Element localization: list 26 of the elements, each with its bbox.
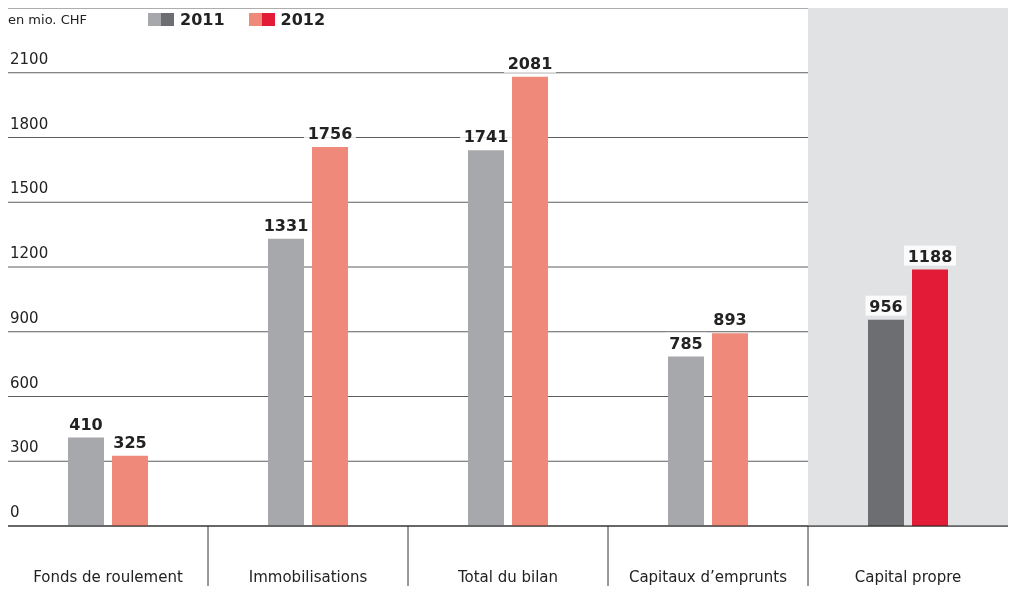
y-tick-label: 1500 bbox=[10, 179, 49, 198]
y-tick-label: 2100 bbox=[10, 49, 49, 68]
data-label: 785 bbox=[669, 333, 703, 353]
y-tick-label: 0 bbox=[10, 503, 20, 521]
x-tick-label: Immobilisations bbox=[248, 568, 368, 586]
x-tick-label: Capitaux d’emprunts bbox=[628, 568, 788, 586]
data-label: 1188 bbox=[907, 246, 953, 266]
data-label: 1741 bbox=[463, 127, 509, 147]
y-tick-label: 300 bbox=[10, 438, 39, 457]
y-tick-label: 900 bbox=[10, 308, 39, 327]
legend-label: 2012 bbox=[280, 10, 326, 29]
data-label: 1331 bbox=[263, 215, 309, 235]
y-tick-label: 600 bbox=[10, 373, 39, 392]
x-tick-label: Total du bilan bbox=[456, 568, 559, 586]
data-label: 956 bbox=[869, 296, 903, 316]
y-axis-title: en mio. CHF bbox=[8, 12, 87, 27]
data-label: 1756 bbox=[307, 124, 353, 143]
data-label: 893 bbox=[713, 310, 747, 330]
data-label: 325 bbox=[113, 432, 147, 452]
legend-label: 2011 bbox=[180, 10, 225, 29]
y-tick-label: 1800 bbox=[10, 114, 49, 133]
x-tick-label: Capital propre bbox=[854, 568, 962, 586]
x-tick-label: Fonds de roulement bbox=[33, 568, 183, 586]
data-label: 410 bbox=[69, 414, 103, 434]
data-label: 2081 bbox=[507, 53, 553, 73]
y-tick-label: 1200 bbox=[10, 244, 49, 262]
